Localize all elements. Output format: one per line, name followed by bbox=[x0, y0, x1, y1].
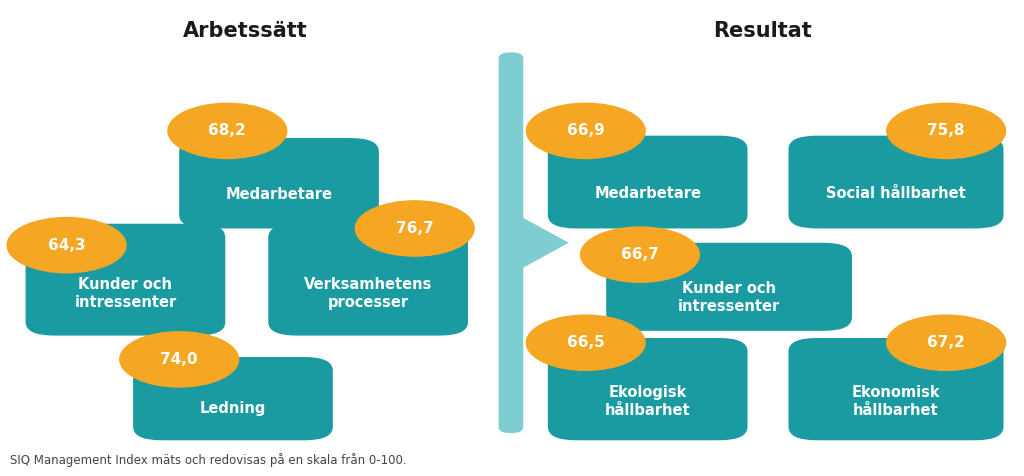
Text: Social hållbarhet: Social hållbarhet bbox=[826, 186, 966, 201]
Circle shape bbox=[887, 103, 1006, 159]
Text: Arbetssätt: Arbetssätt bbox=[183, 21, 308, 41]
Text: Ledning: Ledning bbox=[200, 401, 266, 416]
Circle shape bbox=[581, 227, 699, 282]
Text: Medarbetare: Medarbetare bbox=[594, 186, 701, 201]
Circle shape bbox=[120, 332, 239, 387]
Text: 76,7: 76,7 bbox=[396, 221, 433, 236]
Text: 74,0: 74,0 bbox=[161, 352, 198, 367]
Text: Verksamhetens
processer: Verksamhetens processer bbox=[304, 277, 432, 309]
Circle shape bbox=[168, 103, 287, 159]
Text: Medarbetare: Medarbetare bbox=[225, 187, 333, 202]
Circle shape bbox=[355, 201, 474, 256]
FancyBboxPatch shape bbox=[788, 338, 1004, 440]
Text: Ekologisk
hållbarhet: Ekologisk hållbarhet bbox=[605, 385, 690, 418]
Circle shape bbox=[526, 103, 645, 159]
Text: Ekonomisk
hållbarhet: Ekonomisk hållbarhet bbox=[852, 385, 940, 418]
Text: 75,8: 75,8 bbox=[928, 123, 965, 139]
FancyBboxPatch shape bbox=[26, 224, 225, 336]
Circle shape bbox=[526, 315, 645, 370]
Text: 64,3: 64,3 bbox=[48, 238, 85, 253]
FancyBboxPatch shape bbox=[606, 243, 852, 331]
Text: 66,7: 66,7 bbox=[622, 247, 658, 262]
FancyBboxPatch shape bbox=[499, 52, 523, 433]
Text: Resultat: Resultat bbox=[714, 21, 812, 41]
FancyBboxPatch shape bbox=[179, 138, 379, 228]
Text: 66,5: 66,5 bbox=[567, 335, 604, 350]
Text: Kunder och
intressenter: Kunder och intressenter bbox=[75, 277, 176, 309]
FancyBboxPatch shape bbox=[548, 338, 748, 440]
FancyBboxPatch shape bbox=[548, 136, 748, 228]
Circle shape bbox=[7, 218, 126, 273]
Text: SIQ Management Index mäts och redovisas på en skala från 0-100.: SIQ Management Index mäts och redovisas … bbox=[10, 453, 407, 467]
Text: 68,2: 68,2 bbox=[209, 123, 246, 139]
FancyBboxPatch shape bbox=[268, 224, 468, 336]
Text: Kunder och
intressenter: Kunder och intressenter bbox=[678, 281, 780, 314]
FancyBboxPatch shape bbox=[788, 136, 1004, 228]
FancyBboxPatch shape bbox=[133, 357, 333, 440]
Text: 67,2: 67,2 bbox=[928, 335, 965, 350]
Text: 66,9: 66,9 bbox=[567, 123, 604, 139]
Circle shape bbox=[887, 315, 1006, 370]
Polygon shape bbox=[506, 208, 568, 277]
